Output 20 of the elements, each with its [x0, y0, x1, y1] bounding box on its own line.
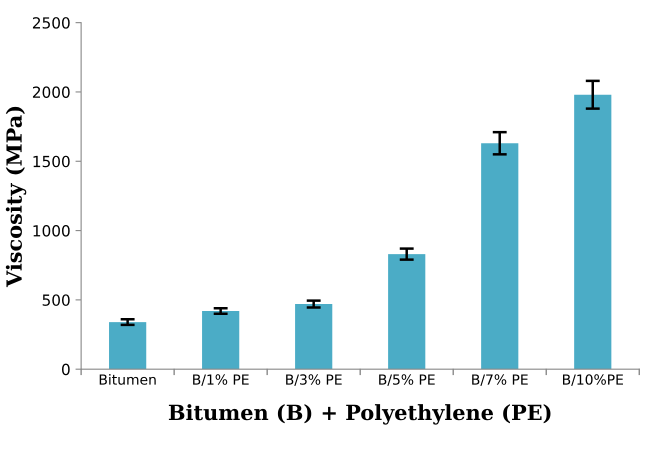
y-tick-label: 1000 — [34, 225, 70, 237]
bar — [202, 310, 240, 370]
x-tick-label: B/1% PE — [193, 374, 249, 386]
bar — [574, 94, 612, 370]
x-tick-label: Bitumen — [100, 374, 156, 385]
x-axis-title: Bitumen (B) + Polyethylene (PE) — [168, 404, 550, 425]
y-tick-label: 1500 — [34, 156, 70, 168]
y-tick-label: 2000 — [32, 86, 70, 98]
bar — [295, 304, 332, 370]
bar — [481, 143, 518, 370]
x-tick-label: B/5% PE — [379, 374, 435, 386]
y-axis-title: Viscosity (MPa) — [6, 106, 26, 288]
x-tick-label: B/3% PE — [286, 374, 342, 386]
y-tick-label: 2500 — [32, 17, 70, 29]
y-tick-label: 500 — [42, 294, 70, 306]
x-tick-label: B/7% PE — [472, 374, 528, 386]
x-tick-label: B/10%PE — [563, 374, 623, 386]
y-tick-label: 0 — [62, 364, 70, 376]
bar — [109, 322, 146, 370]
bar — [388, 254, 426, 370]
